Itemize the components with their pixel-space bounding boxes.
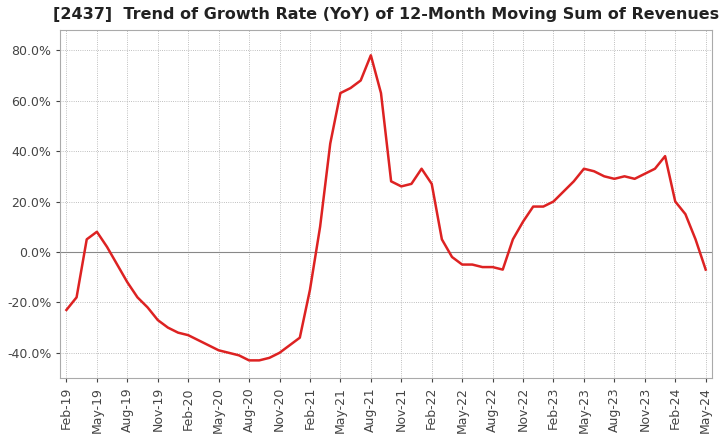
Title: [2437]  Trend of Growth Rate (YoY) of 12-Month Moving Sum of Revenues: [2437] Trend of Growth Rate (YoY) of 12-… — [53, 7, 719, 22]
